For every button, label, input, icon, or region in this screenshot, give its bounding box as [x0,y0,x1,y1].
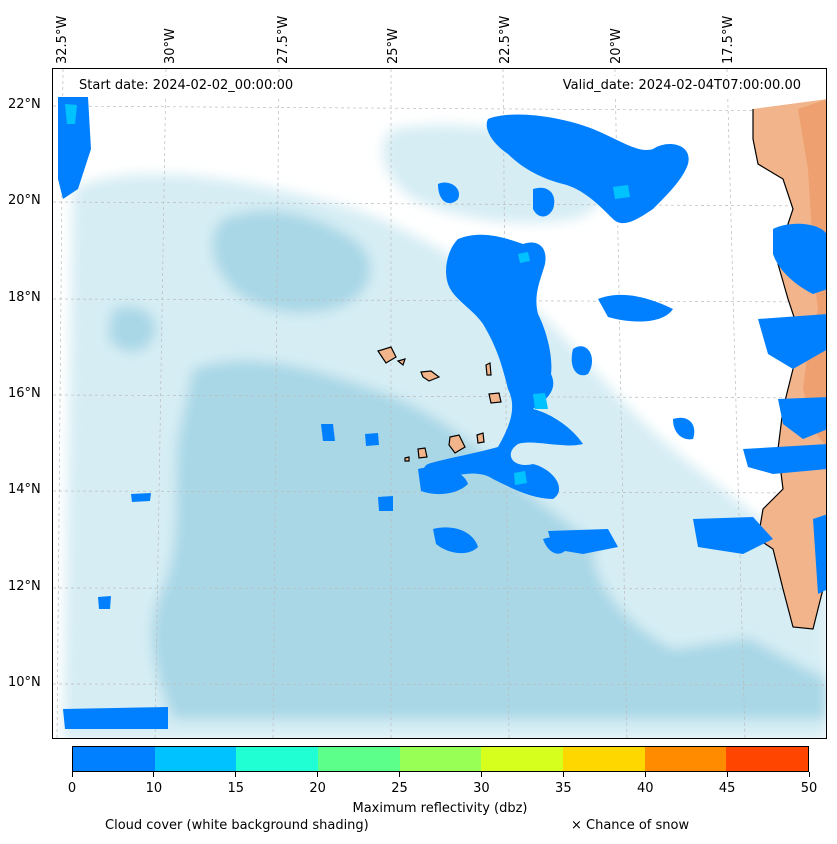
colorbar-tick [480,772,482,777]
island-sal [485,362,492,376]
lat-label-14n: 14°N [8,482,41,497]
colorbar-segment [481,747,564,771]
colorbar-segment [154,747,237,771]
valid-date-label: Valid_date: 2024-02-04T07:00:00.00 [556,76,807,96]
colorbar-tick [808,772,810,777]
colorbar-tick-label: 50 [800,781,818,796]
island-santiago [448,434,466,454]
island-maio [476,432,485,444]
colorbar-tick [644,772,646,777]
colorbar-tick [235,772,237,777]
snow-legend: × Chance of snow [571,818,690,833]
cloud-cover-legend: Cloud cover (white background shading) [105,818,369,833]
island-brava [404,456,410,462]
lat-label-20n: 20°N [8,193,41,208]
colorbar-tick-label: 25 [391,781,408,796]
weather-map [52,68,827,739]
lat-label-10n: 10°N [8,675,41,690]
lon-label-27-5w: 27.5°W [276,15,291,64]
cloud-cover-layer [63,125,826,738]
start-date-label: Start date: 2024-02-02_00:00:00 [73,76,300,96]
lon-label-25w: 25°W [386,28,401,64]
colorbar-segment [73,747,155,771]
colorbar-tick-label: 40 [636,781,654,796]
island-fogo [417,447,428,459]
colorbar-tick [562,772,564,777]
colorbar-tick-label: 10 [145,781,163,796]
island-sao-nicolau [420,370,441,382]
lat-label-16n: 16°N [8,386,41,401]
colorbar-tick-label: 45 [718,781,736,796]
colorbar-tick [153,772,155,777]
colorbar-segment [644,747,727,771]
colorbar-segment [563,747,645,771]
lon-label-17-5w: 17.5°W [721,15,736,64]
lon-label-32-5w: 32.5°W [55,15,70,64]
graticule [53,69,826,738]
lon-label-20w: 20°W [609,28,624,64]
island-sao-vicente [396,358,406,367]
reflectivity-layer [58,97,826,729]
colorbar-tick-label: 35 [555,781,572,796]
lat-label-22n: 22°N [8,97,41,112]
colorbar-title: Maximum reflectivity (dbz) [352,801,528,816]
colorbar-tick [399,772,401,777]
reflectivity-colorbar [72,746,809,772]
map-canvas [53,69,826,738]
colorbar-tick [726,772,728,777]
colorbar-tick [71,772,73,777]
lat-label-18n: 18°N [8,290,41,305]
colorbar-tick-label: 0 [67,781,77,796]
colorbar-tick-label: 15 [227,781,245,796]
lat-label-12n: 12°N [8,579,41,594]
island-boa-vista [488,392,502,404]
colorbar-segment [236,747,319,771]
lon-label-30w: 30°W [163,28,178,64]
colorbar-tick-label: 30 [473,781,490,796]
colorbar-segment [318,747,400,771]
colorbar-tick-label: 20 [309,781,326,796]
colorbar-segment [726,747,809,771]
island-santo-antao [377,346,397,364]
colorbar-tick [317,772,319,777]
colorbar-segment [399,747,482,771]
lon-label-22-5w: 22.5°W [498,15,513,64]
